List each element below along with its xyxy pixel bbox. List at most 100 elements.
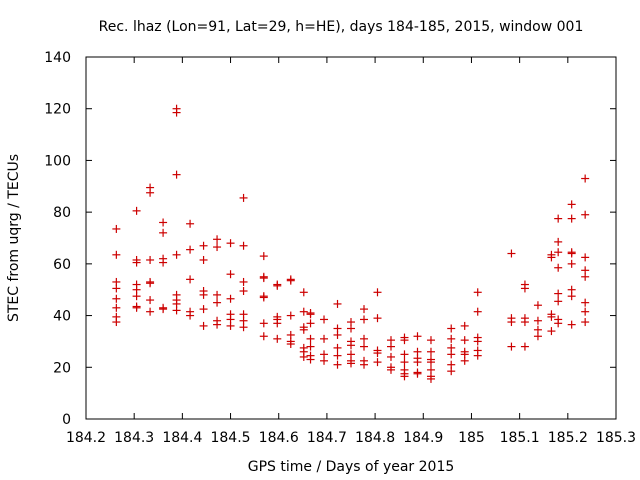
data-point [213, 243, 222, 252]
data-point [473, 288, 482, 297]
plot-frame [85, 56, 617, 420]
data-point [239, 287, 248, 296]
data-point [360, 315, 369, 324]
data-point [554, 289, 563, 298]
data-point [507, 318, 516, 327]
data-point [259, 332, 268, 341]
data-point [581, 272, 590, 281]
x-tick-label: 185.1 [500, 430, 540, 446]
data-point [259, 293, 268, 302]
x-tick-label: 184.2 [66, 430, 106, 446]
data-point [112, 250, 121, 259]
x-tick-label: 184.7 [307, 430, 347, 446]
y-axis-label: STEC from uqrg / TECUs [6, 154, 22, 322]
data-point [146, 296, 155, 305]
data-point [426, 358, 435, 367]
data-point [199, 290, 208, 299]
data-point [413, 369, 422, 378]
data-point [333, 299, 342, 308]
data-point [400, 350, 409, 359]
data-point [273, 319, 282, 328]
data-point [299, 352, 308, 361]
data-point [172, 250, 181, 259]
data-point [186, 219, 195, 228]
data-point [172, 306, 181, 315]
data-point [299, 307, 308, 316]
data-point [186, 275, 195, 284]
x-tick-label: 184.4 [162, 430, 202, 446]
data-point [259, 319, 268, 328]
data-point [213, 290, 222, 299]
data-point [226, 321, 235, 330]
data-point [360, 334, 369, 343]
data-point [112, 294, 121, 303]
data-point [473, 337, 482, 346]
data-point [567, 292, 576, 301]
y-tick-label: 20 [53, 360, 71, 376]
data-point [132, 206, 141, 215]
data-point [239, 241, 248, 250]
data-point [533, 332, 542, 341]
data-point [273, 281, 282, 290]
x-tick-label: 184.8 [355, 430, 395, 446]
data-point [447, 324, 456, 333]
data-point [199, 321, 208, 330]
data-point [199, 305, 208, 314]
data-point [473, 351, 482, 360]
y-tick-label: 120 [44, 102, 71, 118]
x-tick-label: 185.3 [596, 430, 636, 446]
data-point [286, 276, 295, 285]
data-point [554, 319, 563, 328]
data-point [146, 307, 155, 316]
data-points [112, 104, 590, 383]
data-point [273, 334, 282, 343]
data-point [159, 228, 168, 237]
x-tick-label: 184.6 [259, 430, 299, 446]
data-point [554, 297, 563, 306]
data-point [333, 330, 342, 339]
y-tick-label: 0 [62, 412, 71, 428]
data-point [581, 318, 590, 327]
data-point [172, 108, 181, 117]
data-point [112, 303, 121, 312]
data-point [213, 298, 222, 307]
data-point [226, 270, 235, 279]
data-point [520, 342, 529, 351]
data-point [172, 170, 181, 179]
data-point [159, 305, 168, 314]
x-tick-label: 184.5 [210, 430, 250, 446]
data-point [306, 310, 315, 319]
data-point [199, 241, 208, 250]
data-point [286, 311, 295, 320]
data-point [533, 316, 542, 325]
data-point [146, 279, 155, 288]
data-point [347, 341, 355, 350]
data-point [360, 305, 369, 314]
data-point [567, 259, 576, 268]
data-point [360, 360, 369, 369]
data-point [547, 253, 556, 262]
data-point [447, 334, 456, 343]
axis-ticks: 184.2 184.3 184.4 184.5 184.6 184.7 184.8 184.9… [44, 50, 636, 446]
x-tick-label: 185 [458, 430, 485, 446]
x-tick-label: 184.9 [403, 430, 443, 446]
data-point [581, 174, 590, 183]
data-point [400, 336, 409, 345]
data-point [373, 288, 382, 297]
y-tick-label: 140 [44, 50, 71, 66]
y-tick-label: 80 [53, 205, 71, 221]
y-tick-label: 60 [53, 257, 71, 273]
data-point [146, 188, 155, 197]
data-point [239, 193, 248, 202]
x-axis-label: GPS time / Days of year 2015 [248, 459, 455, 475]
data-point [400, 358, 409, 367]
data-point [567, 214, 576, 223]
x-tick-label: 185.2 [548, 430, 588, 446]
data-point [132, 258, 141, 267]
data-point [259, 252, 268, 261]
data-point [132, 303, 141, 312]
data-point [360, 342, 369, 351]
data-point [460, 336, 469, 345]
data-point [112, 284, 121, 293]
